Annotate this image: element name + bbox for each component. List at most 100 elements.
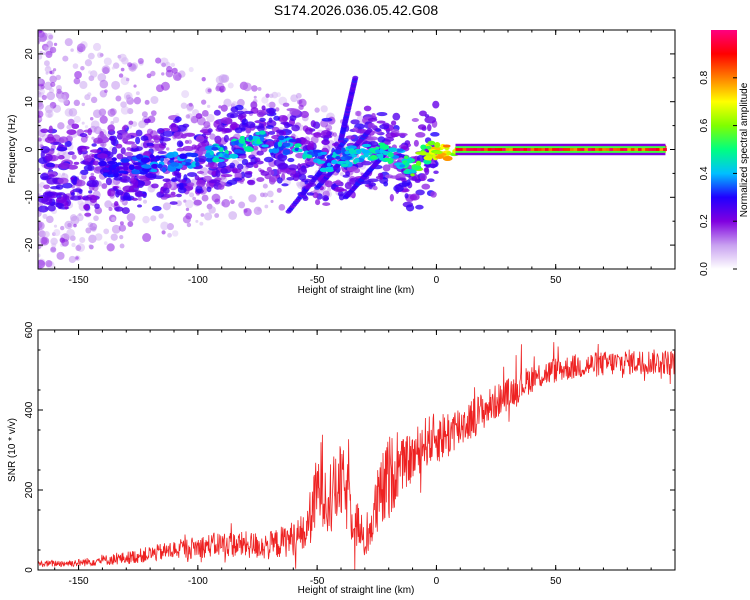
spectrogram-noise-cell: [123, 91, 133, 101]
spectrogram-noise-cell: [172, 72, 182, 81]
spectrogram-cell: [87, 165, 95, 171]
spectrogram-cell: [114, 206, 124, 212]
spectrogram-noise-cell: [44, 105, 54, 114]
spectrogram-cell: [151, 183, 159, 189]
spectrogram-cell: [64, 140, 72, 148]
spectrogram-noise-cell: [161, 230, 166, 235]
spectrogram-cell: [345, 171, 351, 177]
spectrogram-cell: [178, 179, 187, 184]
spectrogram-line-core: [587, 148, 592, 151]
spectrogram-noise-cell: [53, 228, 61, 237]
spectrogram-cell: [94, 203, 100, 210]
spectrogram-noise-cell: [137, 57, 144, 64]
spectrogram-noise-cell: [57, 122, 65, 130]
spectrogram-noise-cell: [204, 212, 213, 221]
spectrogram-noise-cell: [118, 224, 127, 232]
spectrogram-noise-cell: [38, 78, 44, 85]
spectrogram-ridge-cell: [224, 154, 229, 158]
spectrogram-cell: [203, 175, 212, 182]
spectrogram-noise-cell: [195, 219, 199, 223]
spectrogram-cell: [115, 189, 124, 196]
spectrogram-noise-cell: [146, 73, 152, 79]
spectrogram-noise-cell: [49, 46, 57, 54]
spectrogram-ridge-cell: [316, 160, 326, 164]
spectrogram-cell: [253, 163, 259, 169]
spectrogram-ridge-cell: [218, 153, 224, 158]
spectrogram-line-core: [527, 148, 531, 151]
spectrogram-ridge-cell: [159, 157, 165, 162]
spectrogram-noise-cell: [207, 88, 212, 93]
spectrogram-noise-cell: [251, 85, 258, 92]
spectrogram-ridge-cell: [411, 165, 422, 171]
spectrogram-noise-cell: [68, 255, 76, 264]
spectrogram-noise-cell: [80, 157, 84, 161]
spectrogram-noise-cell: [79, 237, 86, 244]
spectrogram-ridge-cell: [143, 164, 152, 169]
spectrogram-noise-cell: [53, 42, 58, 47]
spectrogram-cell: [92, 160, 100, 166]
spectrogram-noise-cell: [166, 66, 173, 73]
spectrogram-ridge-cell: [184, 152, 195, 157]
spectrogram-noise-cell: [38, 167, 41, 172]
spectrogram-cell: [389, 175, 401, 179]
spectrogram-ridge-cell: [282, 149, 291, 155]
spectrogram-ridge-cell: [132, 162, 141, 166]
spectrogram-cell: [267, 130, 276, 135]
x-tick-label: -50: [310, 576, 325, 587]
spectrogram-cell: [411, 118, 419, 123]
spectrogram-line-core: [595, 148, 599, 151]
snr-x-ticks: -150 -100 -50 0 50: [54, 330, 676, 587]
spectrogram-cell: [423, 167, 429, 173]
spectrogram-ridge-cell: [140, 157, 151, 164]
spectrogram-cell: [322, 195, 329, 202]
spectrogram-cell: [424, 116, 437, 124]
spectrogram-cell: [268, 117, 273, 124]
spectrogram-cell: [56, 146, 68, 152]
spectrogram-ridge-cell: [117, 170, 127, 174]
spectrogram-ridge-cell: [122, 165, 129, 171]
spectrogram-cell: [432, 100, 440, 109]
spectrogram-cell: [417, 124, 427, 130]
spectrogram-noise-cell: [44, 66, 52, 73]
spectrogram-noise-cell: [46, 91, 56, 101]
spectrogram-cell: [392, 112, 401, 121]
spectrogram-noise-cell: [89, 70, 98, 78]
spectrogram-cell: [312, 192, 319, 199]
spectrogram-cell: [123, 141, 136, 145]
spectrogram-cell: [313, 132, 322, 138]
spectrogram-cell: [383, 181, 389, 187]
spectrogram-noise-cell: [38, 102, 44, 110]
spectrogram-cell: [120, 147, 126, 155]
spectrogram-noise-cell: [175, 200, 182, 207]
spectrogram-cell: [259, 117, 266, 122]
spectrogram-cell: [134, 190, 143, 198]
spectrogram-noise-cell: [38, 253, 41, 258]
spectrogram-cell: [183, 132, 196, 137]
spectrogram-cell: [206, 186, 212, 193]
spectrogram-cell: [71, 123, 80, 130]
spectrogram-cell: [414, 179, 421, 184]
spectrogram-cell: [231, 168, 242, 173]
spectrogram-noise-cell: [73, 99, 81, 107]
spectrogram-cell: [371, 112, 376, 119]
spectrogram-ridge-cell: [102, 169, 110, 173]
spectrogram-cell: [196, 179, 206, 187]
spectrogram-ridge-cell: [238, 137, 246, 144]
spectrogram-cell: [113, 186, 118, 191]
spectrogram-cell: [131, 143, 138, 149]
spectrogram-line-core: [580, 148, 585, 151]
spectrogram-ridge-cell: [211, 146, 219, 151]
spectrogram-noise-cell: [242, 82, 252, 92]
spectrogram-ridge-cell: [442, 155, 453, 162]
spectrogram-noise-cell: [201, 109, 209, 117]
spectrogram-cell: [257, 125, 265, 132]
spectrogram-cell: [83, 155, 92, 163]
y-tick-label: 10: [24, 96, 35, 108]
spectrogram-line-core: [512, 148, 517, 151]
y-tick-label: 20: [24, 48, 35, 60]
spectrogram-noise-cell: [201, 99, 207, 105]
spectrogram-cell: [276, 177, 283, 184]
spectrogram-cell: [58, 162, 71, 169]
spectrogram-ridge-cell: [446, 151, 452, 156]
spectrogram-noise-cell: [76, 43, 86, 53]
